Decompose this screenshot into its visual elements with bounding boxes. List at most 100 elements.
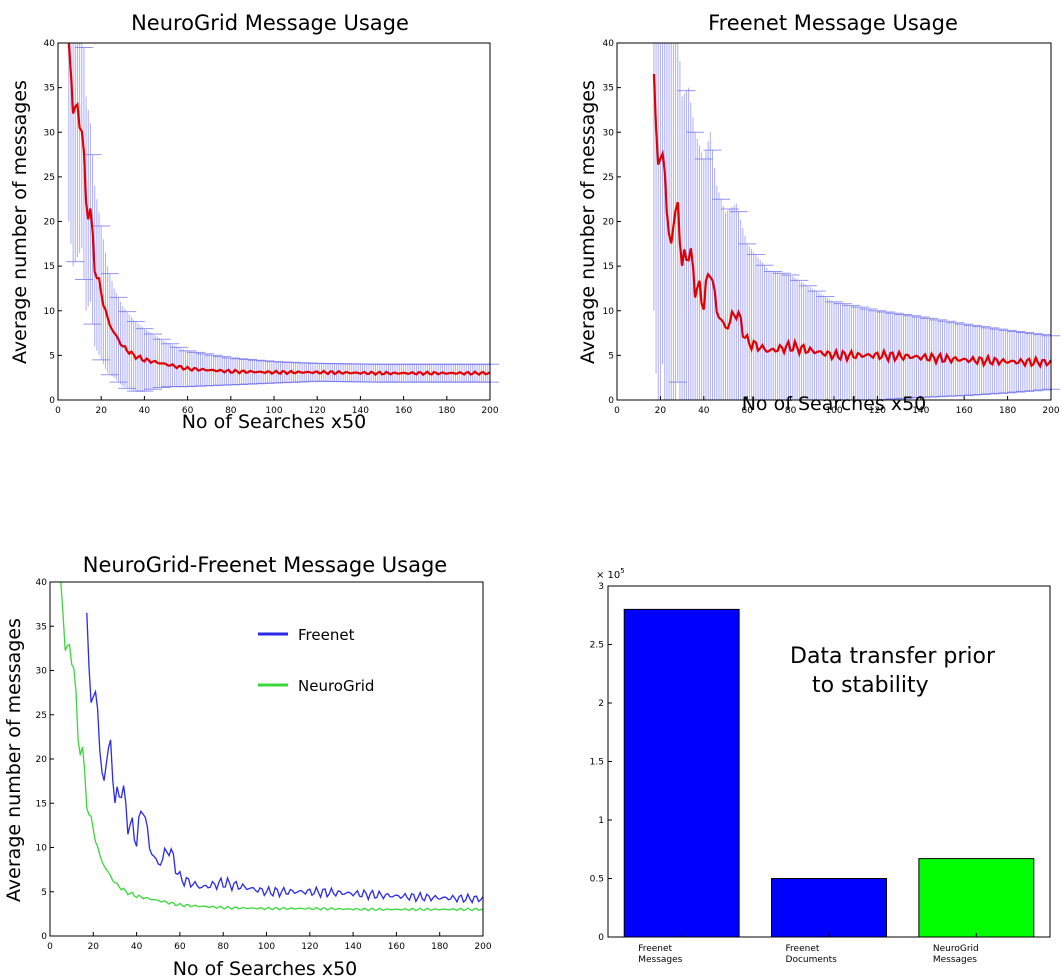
bar	[918, 858, 1035, 938]
y-tick-label: 40	[603, 39, 615, 49]
y-tick-label: 25	[603, 173, 614, 183]
x-tick-label: 120	[301, 942, 318, 952]
y-tick-label: 30	[36, 667, 48, 677]
x-tick-label: 180	[431, 942, 448, 952]
x-category-label: Documents	[786, 955, 838, 965]
x-axis-ticks: 0 20 40 60 80 100 120 140 160 180 200	[614, 396, 1060, 416]
chart-title: NeuroGrid-Freenet Message Usage	[83, 553, 447, 577]
x-axis-ticks: 0 20 40 60 80 100 120 140 160 180 200	[55, 396, 499, 416]
x-tick-label: 60	[182, 406, 194, 416]
y-tick-label: 25	[44, 173, 55, 183]
x-tick-label: 140	[345, 942, 362, 952]
x-tick-label: 100	[258, 942, 275, 952]
y-axis-label: Average number of messages	[3, 618, 25, 902]
x-tick-label: 0	[614, 406, 620, 416]
x-tick-label: 100	[825, 406, 842, 416]
y-tick-label: 30	[603, 128, 615, 138]
y-axis-label: Average number of messages	[9, 80, 31, 364]
panel-data-transfer-bars: 00.511.522.53 FreenetMessagesFreenetDocu…	[590, 567, 1051, 965]
y-tick-label: 35	[603, 84, 614, 94]
y-tick-label: 15	[36, 799, 47, 809]
bars-group	[623, 608, 1035, 938]
x-tick-label: 160	[956, 406, 973, 416]
y-tick-label: 40	[44, 39, 56, 49]
y-tick-label: 25	[36, 711, 47, 721]
y-tick-label: 2	[598, 699, 604, 709]
x-tick-label: 0	[47, 942, 53, 952]
y-tick-label: 10	[603, 307, 615, 317]
y-axis-ticks: 0 5 10 15 20 25 30 35 40	[36, 578, 54, 942]
x-tick-label: 140	[912, 406, 929, 416]
bar	[771, 878, 887, 938]
y-tick-label: 35	[36, 622, 47, 632]
x-axis-label: No of Searches x50	[742, 393, 927, 415]
y-tick-label: 5	[49, 351, 55, 361]
y-tick-label: 15	[603, 262, 614, 272]
y-tick-label: 10	[44, 307, 56, 317]
x-tick-label: 0	[55, 406, 61, 416]
legend-label-neurogrid: NeuroGrid	[298, 677, 374, 695]
x-tick-label: 20	[655, 406, 667, 416]
y-tick-label: 40	[36, 578, 48, 588]
y-axis-ticks: 0 0.5 1 1.5 2 2.5 3	[590, 582, 612, 943]
x-category-label: Messages	[638, 955, 682, 965]
panel-combined-usage: NeuroGrid-Freenet Message Usage 0 20 40 60 8…	[3, 553, 492, 979]
x-tick-label: 60	[741, 406, 753, 416]
x-axis-categories: FreenetMessagesFreenetDocumentsNeuroGrid…	[638, 933, 979, 965]
y-axis-label: Average number of messages	[577, 80, 599, 364]
error-bars-group	[651, 42, 1060, 401]
series-line	[652, 73, 1052, 369]
series-line	[67, 42, 491, 377]
chart-title: Freenet Message Usage	[708, 11, 958, 35]
y-tick-label: 1.5	[590, 758, 604, 768]
annotation-line-1: Data transfer prior	[790, 644, 996, 669]
series-line-freenet	[86, 612, 484, 905]
y-tick-label: 0.5	[590, 875, 604, 885]
x-tick-label: 200	[1042, 406, 1059, 416]
x-tick-label: 100	[265, 406, 282, 416]
x-axis-ticks: 0 20 40 60 80 100 120 140 160 180 200	[47, 932, 492, 952]
x-tick-label: 120	[309, 406, 326, 416]
y-tick-label: 1	[598, 816, 604, 826]
x-tick-label: 80	[225, 406, 237, 416]
x-tick-label: 80	[217, 942, 229, 952]
y-tick-label: 20	[44, 218, 56, 228]
panel-freenet-usage: Freenet Message Usage 0 20 40 60 80 100 120 140…	[577, 11, 1060, 416]
legend: Freenet NeuroGrid	[258, 626, 374, 695]
y-axis-exponent: × 105	[596, 567, 625, 581]
y-tick-label: 30	[44, 128, 56, 138]
y-tick-label: 5	[608, 351, 614, 361]
x-tick-label: 180	[999, 406, 1016, 416]
chart-title: NeuroGrid Message Usage	[131, 11, 409, 35]
x-category-label: NeuroGrid	[933, 944, 979, 954]
x-category-label: Messages	[933, 955, 977, 965]
y-tick-label: 35	[44, 84, 55, 94]
series-line-neurogrid	[60, 581, 484, 912]
x-tick-label: 80	[785, 406, 797, 416]
x-tick-label: 20	[88, 942, 100, 952]
y-tick-label: 15	[44, 262, 55, 272]
x-category-label: Freenet	[638, 944, 672, 954]
x-tick-label: 200	[481, 406, 498, 416]
y-tick-label: 0	[598, 933, 604, 943]
bar	[623, 608, 740, 938]
x-tick-label: 40	[131, 942, 143, 952]
y-axis-ticks: 0 5 10 15 20 25 30 35 40	[44, 39, 62, 406]
x-axis-label: No of Searches x50	[182, 411, 367, 433]
annotation-line-2: to stability	[812, 673, 929, 698]
y-tick-label: 5	[41, 888, 47, 898]
x-tick-label: 160	[388, 942, 405, 952]
y-tick-label: 20	[36, 755, 48, 765]
x-tick-label: 180	[438, 406, 455, 416]
y-tick-label: 0	[41, 932, 47, 942]
x-category-label: Freenet	[786, 944, 820, 954]
y-tick-label: 10	[36, 844, 48, 854]
y-tick-label: 0	[608, 396, 614, 406]
x-tick-label: 160	[395, 406, 412, 416]
error-bars-group	[66, 42, 499, 392]
y-axis-ticks: 0 5 10 15 20 25 30 35 40	[603, 39, 621, 406]
panel-neurogrid-usage: NeuroGrid Message Usage 0 20 40 60 80 100 120 1…	[9, 11, 499, 433]
y-tick-label: 0	[49, 396, 55, 406]
x-tick-label: 60	[174, 942, 186, 952]
